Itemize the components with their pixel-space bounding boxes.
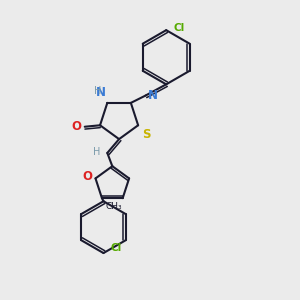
Text: N: N [148,89,158,102]
Text: H: H [94,147,101,158]
Text: Cl: Cl [174,23,185,33]
Text: H: H [94,86,102,96]
Text: CH₃: CH₃ [106,202,122,211]
Text: O: O [72,120,82,133]
Text: N: N [96,86,106,99]
Text: S: S [142,128,150,141]
Text: O: O [82,170,93,183]
Text: Cl: Cl [110,243,122,253]
